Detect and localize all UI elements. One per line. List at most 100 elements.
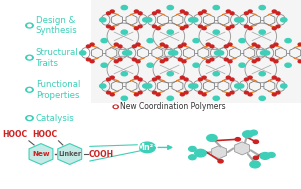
Circle shape	[218, 160, 223, 163]
Circle shape	[164, 58, 168, 61]
Circle shape	[272, 27, 276, 30]
Circle shape	[250, 130, 257, 135]
Circle shape	[118, 45, 122, 48]
Circle shape	[100, 84, 106, 88]
Circle shape	[189, 155, 196, 160]
Circle shape	[134, 93, 138, 96]
Circle shape	[153, 25, 157, 28]
Circle shape	[213, 30, 219, 34]
Circle shape	[107, 12, 110, 15]
Circle shape	[274, 43, 278, 46]
Circle shape	[86, 58, 90, 61]
Circle shape	[202, 27, 206, 30]
Circle shape	[252, 60, 256, 63]
Circle shape	[198, 78, 203, 81]
Circle shape	[272, 76, 276, 79]
Circle shape	[107, 25, 110, 28]
FancyBboxPatch shape	[14, 110, 301, 189]
Circle shape	[160, 60, 164, 63]
Circle shape	[193, 63, 199, 67]
Circle shape	[248, 10, 252, 13]
Circle shape	[239, 63, 245, 67]
Circle shape	[167, 30, 173, 34]
Circle shape	[263, 51, 270, 55]
Circle shape	[180, 10, 184, 13]
Circle shape	[202, 93, 206, 96]
Circle shape	[110, 76, 114, 79]
Circle shape	[244, 12, 248, 15]
Circle shape	[113, 105, 118, 108]
Circle shape	[210, 45, 214, 48]
Circle shape	[184, 25, 188, 28]
Polygon shape	[29, 144, 53, 164]
Circle shape	[259, 96, 265, 100]
Circle shape	[147, 63, 153, 67]
Circle shape	[207, 135, 217, 141]
Circle shape	[213, 72, 219, 76]
Circle shape	[228, 60, 232, 63]
Text: COOH: COOH	[89, 149, 114, 159]
Circle shape	[167, 96, 173, 100]
Circle shape	[90, 43, 94, 46]
Circle shape	[244, 25, 248, 28]
Circle shape	[191, 18, 198, 22]
Circle shape	[298, 60, 301, 63]
Circle shape	[136, 60, 140, 63]
Circle shape	[189, 84, 195, 88]
Circle shape	[153, 91, 157, 94]
Circle shape	[172, 51, 178, 55]
Circle shape	[153, 78, 157, 81]
Circle shape	[210, 58, 214, 61]
Circle shape	[226, 10, 230, 13]
Text: HOOC: HOOC	[3, 130, 28, 139]
Polygon shape	[58, 144, 82, 164]
Circle shape	[180, 27, 184, 30]
Circle shape	[121, 96, 127, 100]
Circle shape	[202, 76, 206, 79]
Circle shape	[228, 43, 232, 46]
Circle shape	[270, 45, 274, 48]
Circle shape	[202, 10, 206, 13]
Circle shape	[253, 156, 259, 160]
Circle shape	[259, 72, 265, 76]
Circle shape	[110, 27, 114, 30]
Circle shape	[198, 25, 203, 28]
Circle shape	[260, 153, 270, 159]
FancyBboxPatch shape	[91, 0, 301, 103]
Circle shape	[90, 60, 94, 63]
Circle shape	[100, 18, 106, 22]
Circle shape	[191, 84, 198, 88]
Circle shape	[110, 10, 114, 13]
Circle shape	[276, 78, 280, 81]
Circle shape	[224, 58, 228, 61]
Text: Catalysis: Catalysis	[36, 114, 75, 123]
Circle shape	[139, 142, 155, 153]
Circle shape	[217, 51, 224, 55]
Circle shape	[248, 93, 252, 96]
Circle shape	[28, 24, 31, 27]
Circle shape	[101, 39, 107, 43]
Circle shape	[114, 43, 118, 46]
Circle shape	[182, 60, 186, 63]
Circle shape	[198, 91, 203, 94]
Circle shape	[156, 10, 160, 13]
Circle shape	[121, 5, 127, 10]
Circle shape	[274, 60, 278, 63]
Circle shape	[256, 58, 260, 61]
Circle shape	[230, 91, 234, 94]
Circle shape	[138, 12, 142, 15]
Circle shape	[248, 27, 252, 30]
Circle shape	[281, 18, 287, 22]
Circle shape	[182, 43, 186, 46]
Circle shape	[268, 153, 275, 157]
Polygon shape	[212, 146, 227, 159]
Circle shape	[235, 84, 241, 88]
Circle shape	[260, 51, 267, 55]
Circle shape	[253, 140, 259, 143]
Circle shape	[101, 63, 107, 67]
Text: Structural
Traits: Structural Traits	[36, 48, 79, 67]
Circle shape	[164, 45, 168, 48]
Circle shape	[178, 58, 182, 61]
Circle shape	[193, 39, 199, 43]
Circle shape	[147, 39, 153, 43]
